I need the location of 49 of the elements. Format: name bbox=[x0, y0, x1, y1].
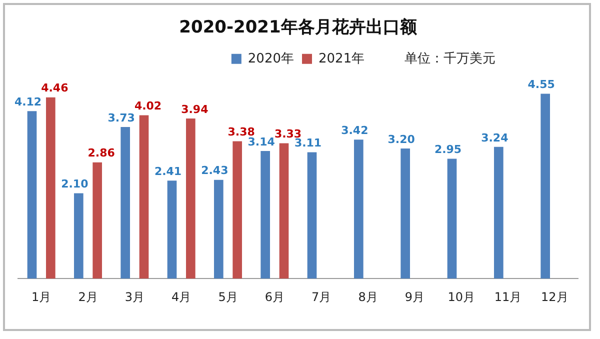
data-label: 4.46 bbox=[41, 82, 69, 95]
data-label: 2.86 bbox=[88, 146, 116, 160]
legend-label: 2020年 bbox=[248, 51, 294, 66]
x-tick-label: 4月 bbox=[172, 290, 192, 304]
x-tick-label: 6月 bbox=[264, 290, 284, 304]
data-label: 4.55 bbox=[528, 78, 555, 92]
bar bbox=[494, 146, 504, 279]
x-tick-label: 9月 bbox=[404, 290, 424, 304]
data-label: 3.73 bbox=[108, 111, 135, 124]
x-tick-label: 12月 bbox=[541, 290, 568, 304]
bar bbox=[400, 148, 410, 279]
x-tick-label: 3月 bbox=[124, 290, 144, 304]
bar bbox=[214, 180, 224, 279]
bar bbox=[232, 141, 242, 279]
bar bbox=[27, 111, 37, 279]
bar bbox=[46, 97, 56, 279]
bar bbox=[186, 118, 196, 279]
data-label: 3.24 bbox=[481, 131, 509, 144]
data-label: 3.20 bbox=[388, 132, 416, 146]
x-tick-label: 2月 bbox=[78, 290, 98, 304]
data-label: 2.41 bbox=[154, 165, 182, 178]
data-label: 3.14 bbox=[248, 135, 276, 148]
x-tick-label: 11月 bbox=[494, 290, 522, 304]
x-tick-label: 5月 bbox=[218, 290, 238, 304]
bar bbox=[540, 94, 550, 279]
x-tick-label: 10月 bbox=[448, 290, 475, 304]
bar bbox=[307, 152, 317, 279]
bar bbox=[92, 162, 102, 279]
data-label: 3.42 bbox=[341, 124, 368, 137]
x-tick-label: 1月 bbox=[32, 290, 52, 304]
data-label: 3.94 bbox=[181, 102, 209, 116]
x-tick-label: 7月 bbox=[312, 290, 332, 304]
data-label: 4.02 bbox=[134, 100, 162, 113]
bar bbox=[139, 115, 149, 279]
bar bbox=[120, 127, 130, 279]
data-label: 4.12 bbox=[14, 96, 42, 109]
text: 单位：千万美元 bbox=[404, 50, 496, 66]
data-label: 2.10 bbox=[61, 178, 89, 191]
bar bbox=[354, 140, 364, 279]
legend-label: 2021年 bbox=[318, 51, 365, 66]
bar bbox=[279, 143, 289, 279]
data-label: 2.43 bbox=[201, 164, 228, 178]
x-tick-label: 8月 bbox=[358, 290, 378, 304]
bar bbox=[260, 150, 270, 279]
bar bbox=[447, 158, 457, 279]
data-label: 2.95 bbox=[434, 143, 462, 156]
bar bbox=[74, 193, 84, 279]
bar bbox=[167, 180, 177, 279]
chart-title: 2020-2021年各月花卉出口额 bbox=[179, 18, 418, 38]
